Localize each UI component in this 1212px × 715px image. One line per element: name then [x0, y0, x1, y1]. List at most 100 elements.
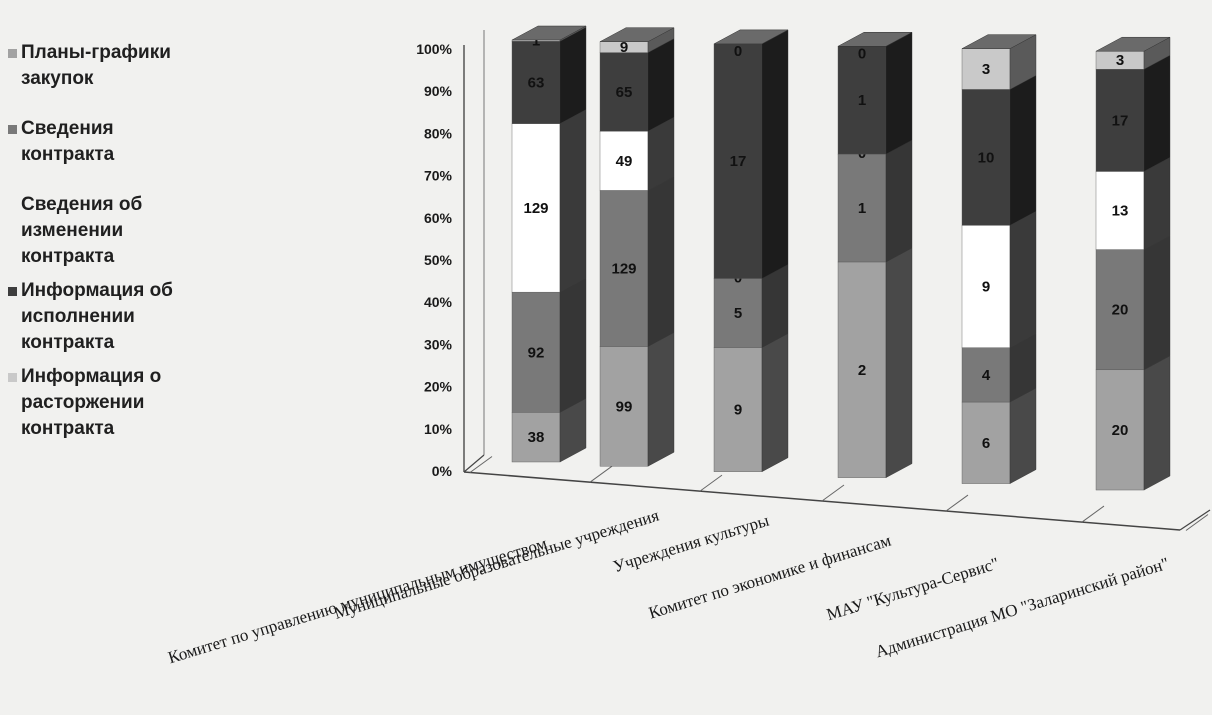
data-label: 0 — [734, 43, 742, 60]
bar-segment-side — [559, 26, 587, 124]
legend-swatch — [8, 287, 17, 296]
bar-segment — [837, 46, 887, 155]
bar-top-face — [511, 25, 587, 41]
bar-segment — [599, 52, 649, 132]
data-label: 17 — [1112, 112, 1129, 129]
legend-swatch — [8, 373, 17, 382]
data-label: 4 — [982, 367, 991, 384]
bar-segment — [713, 347, 763, 472]
floor-divider-line — [699, 474, 723, 492]
data-label: 1 — [858, 200, 866, 217]
data-label: 129 — [523, 200, 548, 217]
legend-swatch — [8, 125, 17, 134]
data-label: 1 — [858, 92, 866, 109]
bar-top-face — [599, 27, 675, 42]
legend-item: Планы-графики закупок — [8, 40, 238, 92]
floor-divider-line — [469, 456, 493, 473]
legend-item: Сведения контракта — [8, 116, 238, 168]
bar-segment-side — [647, 176, 675, 347]
bar-stack: 20 20 13 17 3 — [1095, 36, 1171, 491]
data-label: 13 — [1112, 203, 1129, 220]
bar-segment-side — [761, 264, 789, 348]
data-label: 5 — [734, 305, 742, 322]
y-tick-label: 0% — [432, 463, 453, 479]
floor-divider-line — [821, 484, 845, 502]
legend-item: Информация об исполнении контракта — [8, 278, 238, 356]
data-label: 20 — [1112, 422, 1129, 439]
data-label: 65 — [616, 84, 633, 101]
bar-stack: 950170 — [713, 29, 789, 473]
bar-top-face — [1095, 36, 1171, 52]
y-tick-label: 100% — [416, 41, 452, 57]
bar-segment — [961, 225, 1011, 348]
legend-swatch — [8, 49, 17, 58]
bar-segment-side — [559, 109, 587, 293]
data-label: 49 — [616, 153, 633, 170]
bar-stack: 6 4 9 10 3 — [961, 34, 1037, 484]
legend-label: Информация о расторжении контракта — [21, 366, 162, 439]
bar-segment-side — [647, 332, 675, 467]
bar-stack: 21010 — [837, 31, 913, 478]
bar-segment-side — [647, 38, 675, 132]
bar-segment — [1095, 369, 1145, 491]
bar-segment-side — [1143, 355, 1171, 491]
bar-stack: 38 92 129 63 1 — [511, 25, 587, 463]
legend-label: Планы-графики закупок — [21, 42, 171, 89]
legend-item: Информация о расторжении контракта — [8, 364, 238, 442]
bar-segment-side — [1009, 211, 1037, 349]
bar-segment — [511, 291, 561, 413]
y-tick-label: 20% — [424, 379, 453, 395]
y-tick-label: 40% — [424, 294, 453, 310]
data-label: 10 — [978, 149, 995, 166]
bar-segment-side — [761, 29, 789, 279]
data-label: 63 — [528, 74, 545, 91]
bar-segment-side — [885, 247, 913, 478]
bar-top-face — [713, 29, 789, 45]
floor-divider-line — [589, 465, 613, 483]
chart-legend: Планы-графики закупок Сведения контракта С… — [8, 40, 238, 466]
data-label: 6 — [982, 435, 990, 452]
bar-segment-side — [1143, 54, 1171, 172]
bar-segment-side — [761, 333, 789, 473]
bar-segment — [511, 41, 561, 124]
y-tick-label: 10% — [424, 421, 453, 437]
data-label: 99 — [616, 398, 633, 415]
bar-segment — [599, 346, 649, 467]
x-category-label: Администрация МО "Заларинский район" — [873, 554, 1171, 662]
floor-divider-line — [945, 494, 969, 512]
bar-top-face — [837, 32, 913, 47]
y-tick-label: 70% — [424, 168, 453, 184]
bar-top-face — [961, 34, 1037, 49]
y-tick-label: 50% — [424, 252, 453, 268]
floor-divider-line — [1081, 505, 1105, 523]
bar-segment — [1095, 249, 1145, 371]
data-label: 9 — [620, 39, 628, 56]
bar-segment — [961, 401, 1011, 484]
y-tick-label: 80% — [424, 125, 453, 141]
data-label: 1 — [532, 33, 540, 50]
bar-segment — [1095, 69, 1145, 172]
bar-segment-side — [559, 277, 587, 413]
data-label: 129 — [611, 260, 636, 277]
data-label: 17 — [730, 153, 747, 170]
y-tick-label: 90% — [424, 83, 453, 99]
data-label: 3 — [1116, 52, 1124, 69]
data-label: 3 — [982, 61, 990, 78]
floor-edge-line — [1179, 509, 1211, 531]
data-label: 9 — [982, 279, 990, 296]
y-tick-label: 30% — [424, 336, 453, 352]
legend-label: Сведения контракта — [21, 118, 115, 165]
bar-segment-side — [885, 31, 913, 155]
bar-segment — [837, 153, 887, 263]
bar-segment-side — [1143, 235, 1171, 371]
bar-segment — [511, 412, 561, 463]
data-label: 20 — [1112, 302, 1129, 319]
data-label: 38 — [528, 429, 545, 446]
bar-stack: 99 129 49 65 9 — [599, 27, 675, 467]
bar-segment — [1095, 171, 1145, 250]
data-label: 9 — [734, 402, 742, 419]
bar-segment — [713, 278, 763, 348]
legend-item: Сведения об изменении контракта — [8, 192, 238, 270]
